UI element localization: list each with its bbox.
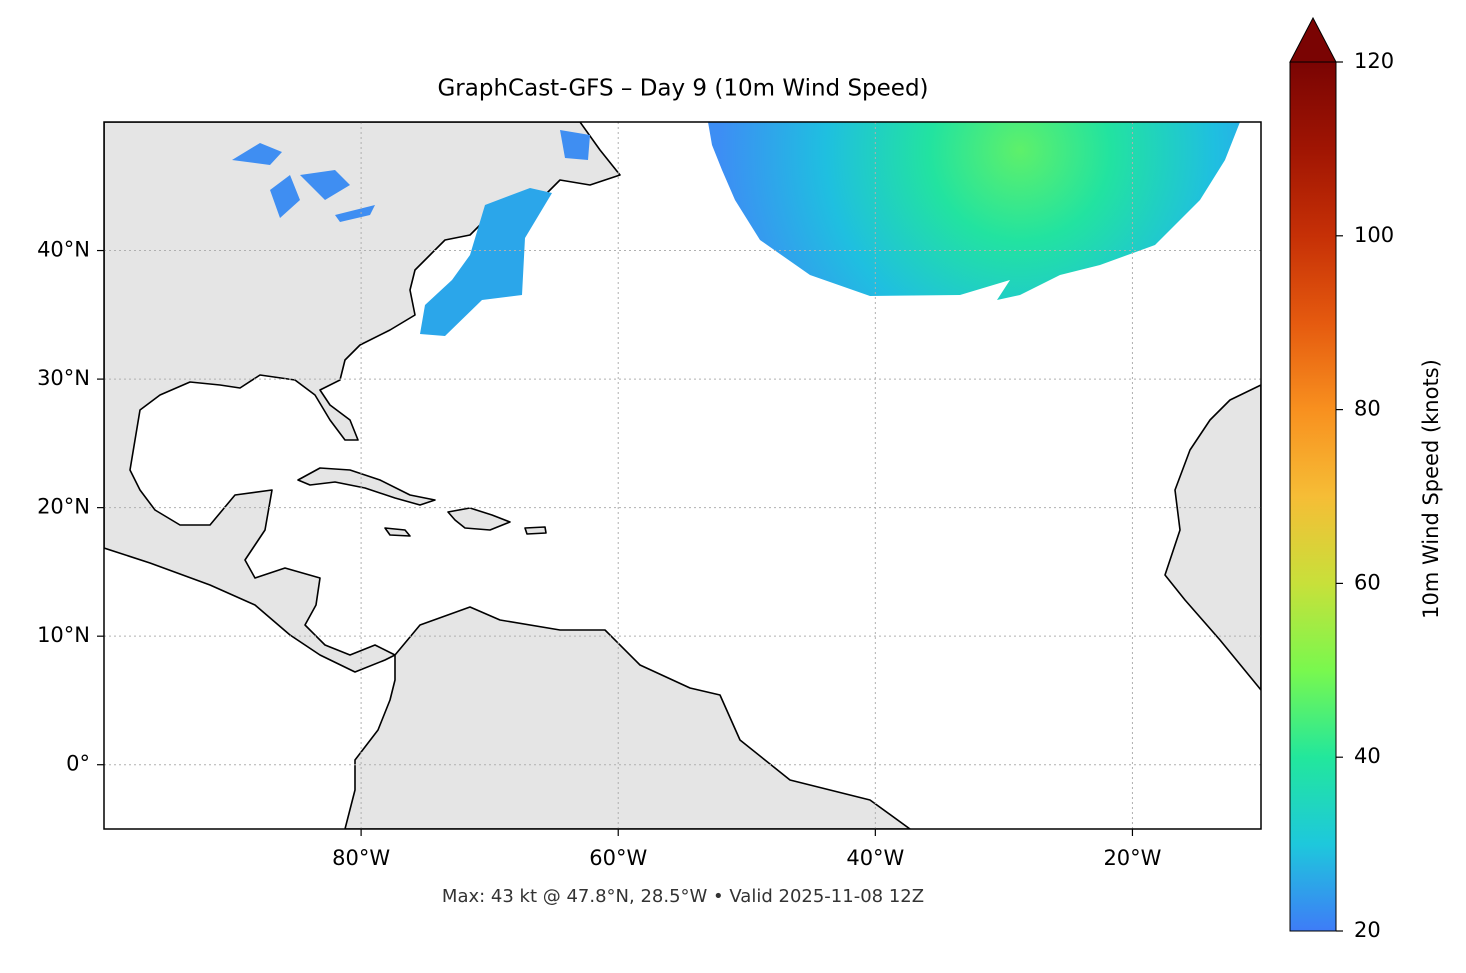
y-tick-label: 10°N <box>37 623 90 647</box>
y-tick-label: 20°N <box>37 495 90 519</box>
colorbar-label: 10m Wind Speed (knots) <box>1419 359 1443 619</box>
hispaniola <box>447 507 511 531</box>
y-tick-label: 0° <box>66 752 90 776</box>
puerto-rico <box>524 526 547 535</box>
colorbar-tick-label: 80 <box>1354 397 1381 421</box>
y-tick-label: 30°N <box>37 366 90 390</box>
wind-field-north-atlantic <box>708 122 1240 300</box>
map-area <box>104 122 1261 829</box>
colorbar-tick-label: 60 <box>1354 570 1381 594</box>
cuba <box>297 467 436 506</box>
jamaica <box>384 527 411 537</box>
colorbar-tick-label: 40 <box>1354 744 1381 768</box>
great-lakes <box>232 143 375 222</box>
y-tick-label: 40°N <box>37 238 90 262</box>
colorbar-tick-label: 100 <box>1354 223 1394 247</box>
colorbar-tick-label: 120 <box>1354 49 1394 73</box>
x-tick-label: 80°W <box>332 846 390 870</box>
x-tick-label: 20°W <box>1103 846 1161 870</box>
north-america <box>104 122 621 673</box>
colorbar <box>1289 61 1337 932</box>
x-tick-label: 40°W <box>846 846 904 870</box>
chart-title: GraphCast-GFS – Day 9 (10m Wind Speed) <box>437 76 928 102</box>
gulf-st-lawrence <box>560 130 590 160</box>
colorbar-extension <box>1289 16 1337 63</box>
wind-field-coastal <box>420 188 552 336</box>
south-america <box>344 606 911 829</box>
footer-note: Max: 43 kt @ 47.8°N, 28.5°W • Valid 2025… <box>442 886 924 907</box>
plot-frame <box>103 121 1262 830</box>
x-tick-label: 60°W <box>589 846 647 870</box>
colorbar-tick-label: 20 <box>1354 918 1381 942</box>
africa <box>1164 384 1261 691</box>
